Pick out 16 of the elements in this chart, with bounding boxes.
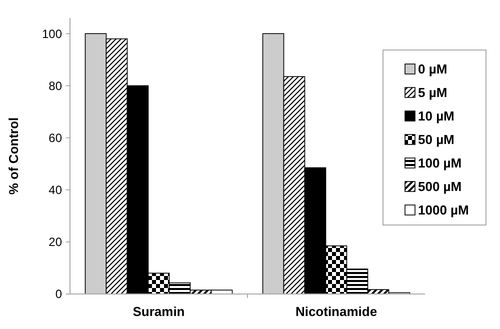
y-axis-title: % of Control bbox=[6, 117, 21, 195]
legend-label: 0 µM bbox=[418, 62, 448, 77]
y-tick-label: 60 bbox=[48, 130, 62, 145]
y-tick-label: 20 bbox=[48, 235, 62, 250]
legend-label: 50 µM bbox=[418, 132, 454, 148]
y-tick-label: 0 bbox=[55, 287, 62, 302]
legend-label: 500 µM bbox=[418, 179, 462, 194]
x-tick-label: Suramin bbox=[132, 304, 185, 319]
x-tick-label: Nicotinamide bbox=[295, 304, 378, 319]
y-tick-label: 40 bbox=[48, 183, 62, 198]
legend-label: 100 µM bbox=[418, 156, 462, 171]
y-tick-label: 80 bbox=[48, 78, 62, 93]
legend-label: 5 µM bbox=[418, 85, 448, 100]
legend-label: 10 µM bbox=[418, 108, 454, 124]
legend-label: 1000 µM bbox=[418, 202, 469, 218]
y-tick-label: 100 bbox=[42, 26, 62, 41]
